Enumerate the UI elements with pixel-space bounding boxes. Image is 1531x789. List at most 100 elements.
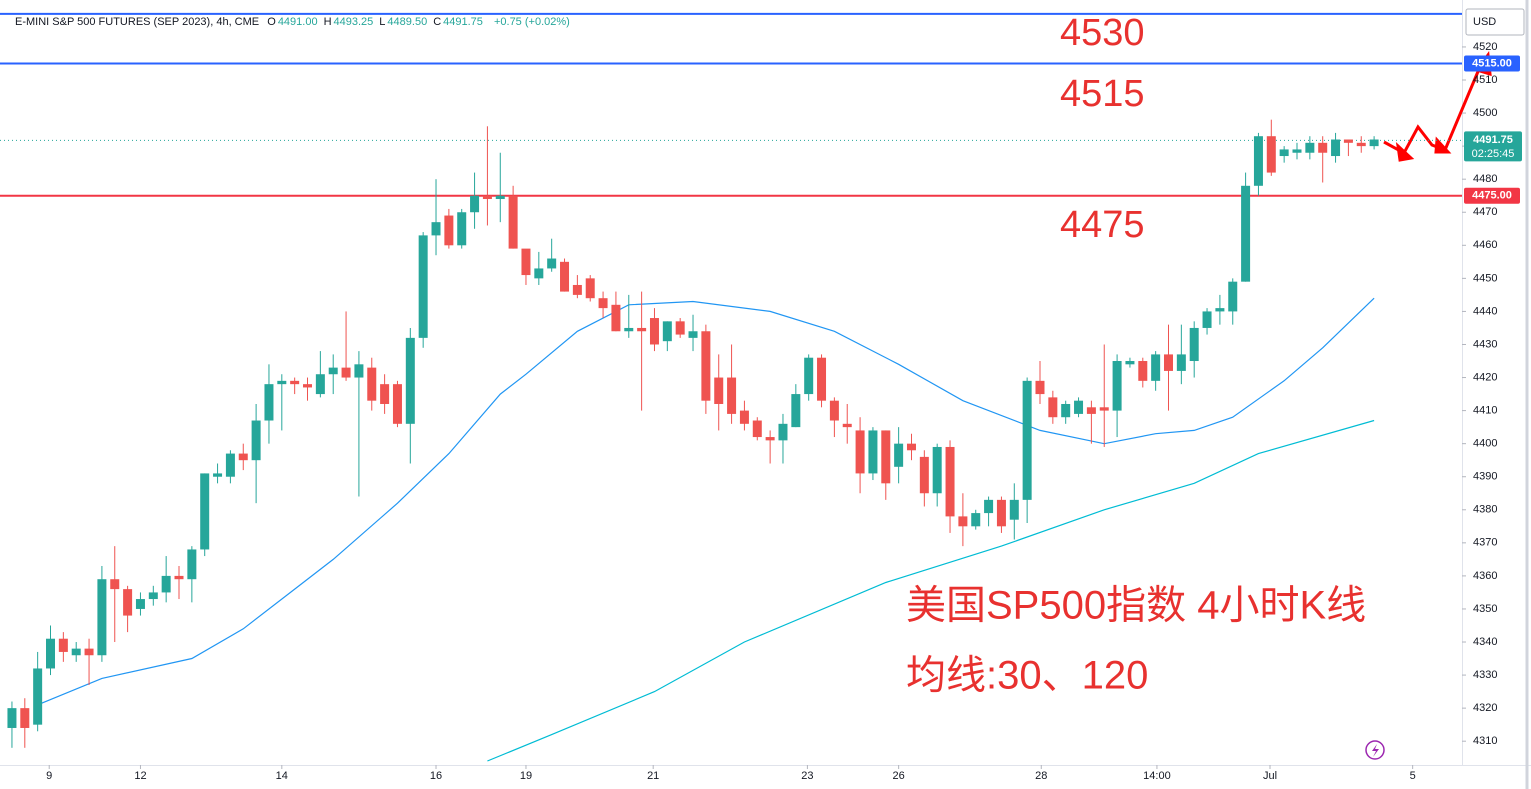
- price-level-tag: [1464, 187, 1520, 204]
- candle-body: [817, 357, 827, 401]
- candle-body: [123, 589, 133, 616]
- candle-body: [560, 261, 570, 292]
- candle-body: [534, 268, 544, 279]
- x-tick-label: 16: [430, 770, 442, 782]
- candle-body: [1176, 354, 1186, 371]
- candle-body: [598, 298, 608, 309]
- y-tick-label: 4310: [1473, 735, 1497, 747]
- last-price-tag: [1464, 131, 1522, 162]
- candle-body: [1228, 281, 1238, 312]
- y-tick-label: 4350: [1473, 603, 1497, 615]
- candle-body: [1266, 136, 1276, 173]
- candle-body: [662, 321, 672, 342]
- candle-body: [1151, 354, 1161, 381]
- candle-body: [1356, 142, 1366, 147]
- annotation: 均线:30、120: [906, 654, 1148, 698]
- candle-body: [842, 423, 852, 428]
- candle-body: [110, 579, 120, 590]
- x-tick-label: 28: [1035, 770, 1047, 782]
- candle-body: [33, 668, 43, 725]
- candle-body: [1292, 149, 1302, 153]
- candle-body: [341, 367, 351, 378]
- candle-body: [418, 235, 428, 338]
- candle-body: [829, 400, 839, 421]
- candle-body: [405, 337, 415, 424]
- symbol-title: E-MINI S&P 500 FUTURES (SEP 2023), 4h, C…: [15, 16, 260, 28]
- candle-body: [1035, 380, 1045, 395]
- price-level-tag: [1464, 55, 1520, 72]
- candle-body: [1099, 407, 1109, 411]
- y-tick-label: 4330: [1473, 669, 1497, 681]
- y-tick-label: 4480: [1473, 173, 1497, 185]
- annotation: 4530: [1060, 12, 1145, 54]
- candle-body: [1022, 380, 1032, 500]
- candle-body: [200, 473, 210, 550]
- candle-body: [1202, 311, 1212, 328]
- moving-average: [487, 419, 1375, 762]
- y-tick-label: 4360: [1473, 570, 1497, 582]
- candle-body: [174, 575, 184, 580]
- candle-body: [521, 248, 531, 276]
- x-tick-label: 19: [520, 770, 532, 782]
- candle-body: [1086, 407, 1096, 414]
- candle-body: [894, 443, 904, 467]
- candle-body: [932, 446, 942, 494]
- x-tick-label: 21: [647, 770, 659, 782]
- x-tick-label: 23: [801, 770, 813, 782]
- change: +0.75 (+0.02%): [493, 16, 570, 28]
- candle-body: [457, 212, 467, 246]
- candle-body: [135, 599, 145, 609]
- ohlc-label: C: [433, 16, 442, 28]
- candle-body: [1369, 139, 1379, 147]
- candle-body: [277, 380, 287, 385]
- ohlc-value: 4491.00: [277, 16, 318, 28]
- candle-body: [7, 708, 17, 728]
- candle-body: [804, 357, 814, 395]
- candle-body: [611, 304, 621, 332]
- candle-body: [367, 367, 377, 401]
- candle-body: [482, 195, 492, 200]
- candle-body: [444, 215, 454, 246]
- candle-body: [624, 327, 634, 332]
- y-tick-label: 4380: [1473, 504, 1497, 516]
- candle-body: [328, 367, 338, 375]
- candle-body: [727, 377, 737, 414]
- candle-body: [1305, 142, 1315, 153]
- countdown: 02:25:45: [1472, 148, 1515, 160]
- candle-body: [547, 258, 557, 269]
- candle-body: [431, 222, 441, 236]
- replay-icon[interactable]: [1365, 740, 1385, 760]
- candle-body: [354, 364, 364, 378]
- candle-body: [1048, 397, 1058, 418]
- y-tick-label: 4370: [1473, 537, 1497, 549]
- y-tick-label: 4420: [1473, 371, 1497, 383]
- x-tick-label: Jul: [1263, 770, 1277, 782]
- candle-body: [637, 327, 647, 332]
- y-tick-label: 4520: [1473, 41, 1497, 53]
- candle-body: [225, 453, 235, 477]
- candle-body: [906, 443, 916, 451]
- y-tick-label: 4430: [1473, 338, 1497, 350]
- candle-body: [97, 579, 107, 656]
- y-tick-label: 4500: [1473, 107, 1497, 119]
- candle-body: [1061, 403, 1071, 418]
- price-level-label: 4475.00: [1472, 190, 1512, 202]
- candle-body: [508, 195, 518, 249]
- moving-average: [37, 297, 1375, 706]
- y-tick-label: 4460: [1473, 239, 1497, 251]
- legend-header: E-MINI S&P 500 FUTURES (SEP 2023), 4h, C…: [15, 16, 572, 28]
- annotation: 4475: [1060, 204, 1145, 246]
- y-tick-label: 4510: [1473, 74, 1497, 86]
- currency: USD: [1473, 16, 1496, 28]
- candle-body: [470, 195, 480, 213]
- candle-body: [1279, 149, 1289, 157]
- candle-body: [315, 374, 325, 395]
- candle-body: [1125, 361, 1135, 365]
- candle-body: [1112, 361, 1122, 411]
- y-tick-label: 4320: [1473, 702, 1497, 714]
- candle-body: [675, 321, 685, 335]
- candle-body: [1163, 354, 1173, 371]
